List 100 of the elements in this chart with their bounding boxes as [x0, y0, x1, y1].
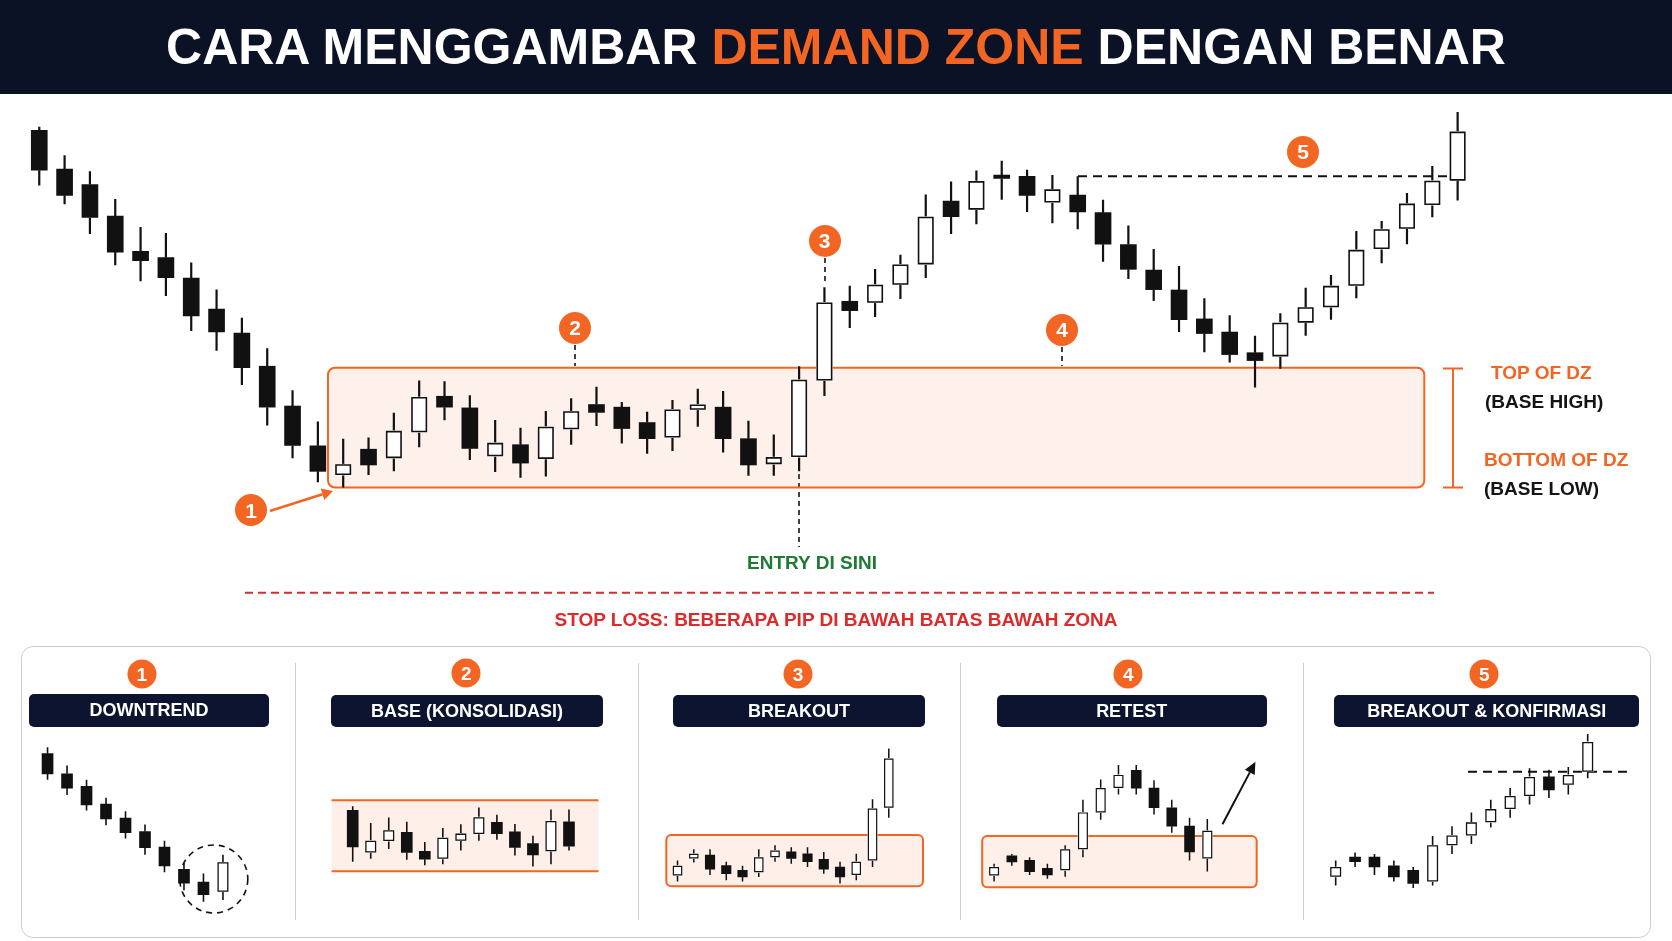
- candlestick: [509, 823, 521, 857]
- candlestick: [208, 288, 225, 352]
- candlestick: [883, 747, 894, 819]
- chart-title: CARA MENGGAMBAR DEMAND ZONE DENGAN BENAR: [166, 19, 1506, 75]
- candlestick: [1166, 799, 1178, 834]
- candlestick: [1449, 110, 1466, 202]
- candlestick: [1059, 844, 1071, 878]
- candlestick: [486, 418, 504, 474]
- candlestick: [436, 380, 453, 422]
- candlestick: [1196, 297, 1213, 354]
- candlestick: [917, 193, 935, 280]
- candlestick: [563, 808, 575, 852]
- candlestick: [638, 410, 656, 455]
- candlestick: [1484, 799, 1497, 829]
- candlestick: [1504, 787, 1516, 819]
- candlestick: [562, 397, 580, 446]
- candlestick: [1407, 866, 1420, 889]
- text: TOP OF DZ: [1491, 361, 1592, 383]
- candlestick: [537, 409, 555, 478]
- text: (BASE HIGH): [1485, 390, 1604, 412]
- candlestick: [769, 844, 781, 863]
- candlestick: [1349, 851, 1361, 868]
- chart-title: BREAKOUT & KONFIRMASI: [1334, 695, 1639, 727]
- candlestick: [512, 426, 529, 479]
- chart-title: DOWNTREND: [29, 694, 269, 727]
- candlestick: [1446, 825, 1458, 855]
- candlestick: [334, 437, 352, 489]
- candlestick: [473, 806, 485, 842]
- candlestick: [765, 433, 783, 477]
- candlestick: [1148, 779, 1160, 816]
- candlestick: [182, 261, 200, 333]
- candlestick: [841, 284, 859, 330]
- annotation: 4: [1046, 313, 1078, 346]
- candlestick: [1077, 799, 1089, 858]
- annotation: 3: [808, 224, 841, 257]
- candlestick: [1221, 314, 1239, 364]
- candlestick: [382, 816, 395, 850]
- candlestick: [1398, 192, 1416, 246]
- candlestick: [1170, 264, 1188, 334]
- candlestick: [740, 419, 757, 477]
- candlestick: [527, 834, 539, 868]
- candlestick: [61, 764, 73, 796]
- candlestick: [1246, 334, 1264, 389]
- text: 3: [783, 659, 813, 689]
- candlestick: [866, 267, 884, 319]
- candlestick: [360, 436, 377, 477]
- candlestick: [818, 851, 829, 875]
- candlestick: [689, 387, 707, 428]
- candlestick: [400, 820, 413, 861]
- candlestick: [1373, 219, 1390, 265]
- candlestick: [664, 398, 681, 453]
- candlestick: [1322, 273, 1340, 321]
- candlestick: [816, 286, 833, 397]
- candlestick: [1145, 247, 1163, 302]
- candlestick: [132, 225, 149, 283]
- candlestick: [1094, 198, 1112, 263]
- candlestick: [437, 827, 449, 866]
- text: BOTTOM OF DZ: [1484, 448, 1629, 469]
- candlestick: [56, 154, 73, 206]
- candlestick: [346, 805, 359, 863]
- candlestick: [1388, 859, 1400, 883]
- candlestick: [1347, 229, 1365, 300]
- text: (BASE LOW): [1484, 477, 1600, 498]
- candlestick: [688, 848, 699, 864]
- text: 1: [127, 659, 157, 689]
- candlestick: [753, 848, 764, 878]
- candlestick: [993, 159, 1011, 201]
- chart-title: BREAKOUT: [673, 695, 925, 727]
- text: ENTRY DI SINI: [747, 551, 877, 573]
- candlestick: [461, 394, 479, 462]
- candlestick: [834, 861, 846, 885]
- candlestick: [418, 841, 431, 866]
- candlestick: [1465, 811, 1478, 845]
- candlestick: [704, 848, 716, 876]
- candlestick: [364, 822, 377, 860]
- candlestick: [1044, 173, 1061, 225]
- text: 4: [1113, 659, 1143, 689]
- candlestick: [258, 347, 276, 427]
- candlestick: [385, 411, 403, 473]
- candlestick: [491, 813, 503, 841]
- candlestick: [217, 853, 229, 901]
- candlestick: [410, 379, 428, 449]
- candlestick: [81, 170, 99, 236]
- candlestick: [309, 420, 327, 484]
- text: 5: [1469, 659, 1499, 689]
- candlestick: [178, 862, 190, 892]
- candlestick: [1272, 312, 1289, 370]
- chart-title: BASE (KONSOLIDASI): [330, 695, 604, 727]
- candlestick: [30, 125, 48, 187]
- annotation: 5: [1287, 135, 1319, 168]
- candlestick: [284, 389, 301, 460]
- candlestick: [106, 198, 124, 267]
- candlestick: [139, 823, 151, 856]
- candlestick: [1297, 286, 1314, 337]
- candlestick: [613, 400, 631, 445]
- candlestick: [455, 823, 467, 852]
- candlestick: [790, 365, 808, 473]
- candlestick: [714, 389, 732, 454]
- candlestick: [1130, 764, 1142, 796]
- candlestick: [100, 797, 112, 826]
